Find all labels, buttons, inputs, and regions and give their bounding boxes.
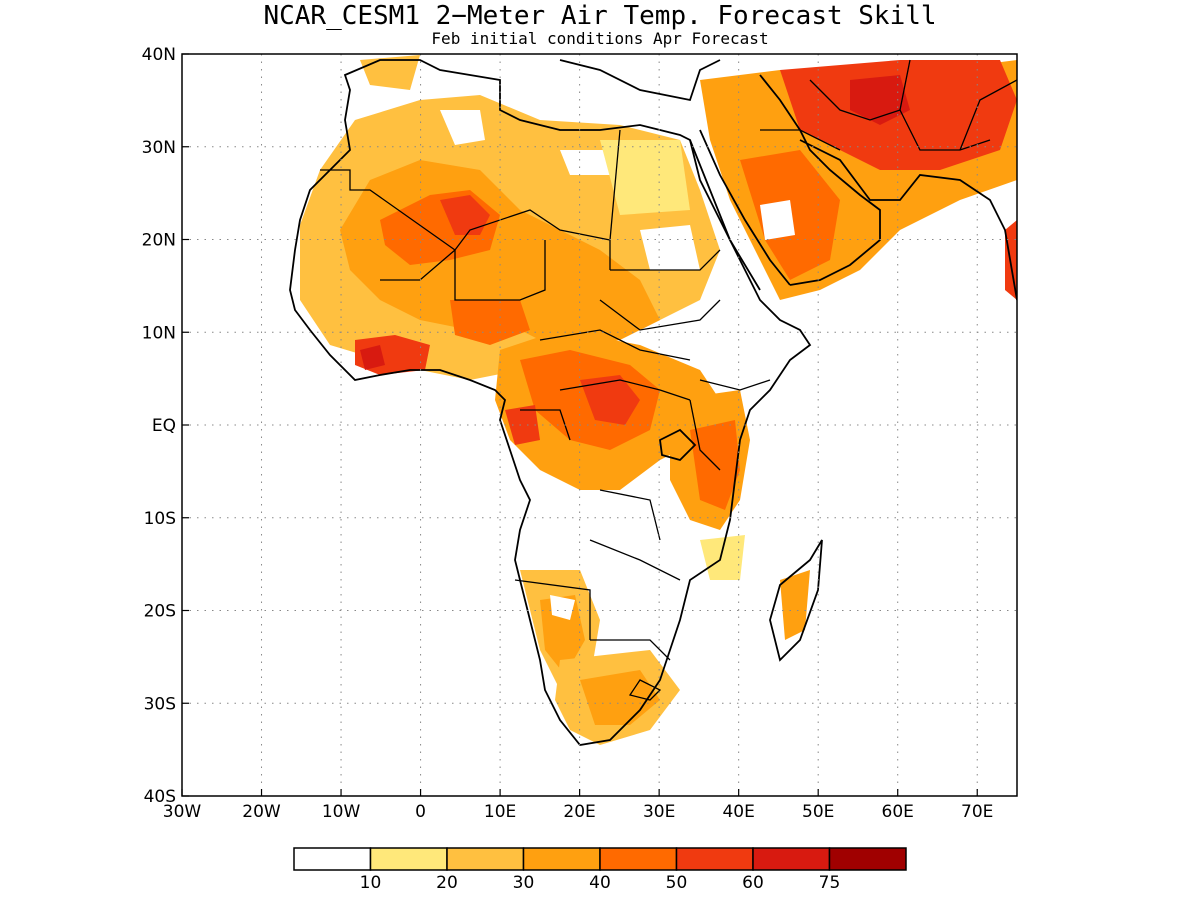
colorbar-swatch bbox=[675, 847, 754, 871]
y-tick-label: 30N bbox=[142, 138, 176, 158]
y-tick-label: EQ bbox=[152, 416, 176, 436]
region-mozambique-20 bbox=[700, 535, 745, 580]
region-sahara-60 bbox=[440, 195, 490, 235]
x-tick-label: 70E bbox=[961, 802, 993, 822]
colorbar: 10 20 30 40 50 60 75 bbox=[293, 847, 907, 893]
region-arabia-white bbox=[760, 200, 795, 240]
x-tick-label: 10W bbox=[322, 802, 361, 822]
x-tick-label: 50E bbox=[802, 802, 834, 822]
colorbar-label: 75 bbox=[819, 873, 841, 893]
colorbar-label: 20 bbox=[436, 873, 458, 893]
y-tick-label: 10S bbox=[144, 509, 176, 529]
colorbar-swatch bbox=[522, 847, 601, 871]
colorbar-swatch bbox=[446, 847, 525, 871]
region-south-white bbox=[550, 595, 575, 620]
map-title: NCAR_CESM1 2−Meter Air Temp. Forecast Sk… bbox=[263, 1, 936, 31]
x-tick-label: 30E bbox=[643, 802, 675, 822]
colorbar-label: 50 bbox=[666, 873, 688, 893]
colorbar-label: 60 bbox=[742, 873, 764, 893]
coastlines bbox=[289, 59, 1017, 746]
map-subtitle: Feb initial conditions Apr Forecast bbox=[431, 29, 768, 48]
colorbar-swatch bbox=[828, 847, 907, 871]
y-tick-label: 20N bbox=[142, 231, 176, 251]
colorbar-swatch bbox=[599, 847, 678, 871]
colorbar-swatch bbox=[293, 847, 372, 871]
region-guinea-75 bbox=[360, 345, 385, 370]
y-axis: 40N 30N 20N 10N EQ 10S 20S 30S 40S bbox=[142, 45, 189, 807]
colorbar-label: 10 bbox=[360, 873, 382, 893]
region-sudan-white bbox=[640, 225, 700, 270]
x-axis: 30W 20W 10W 0 10E 20E 30E 40E 50E 60E 70E bbox=[163, 789, 993, 822]
region-north-white1 bbox=[440, 110, 485, 145]
region-madagascar-40 bbox=[780, 570, 810, 640]
x-tick-label: 10E bbox=[484, 802, 516, 822]
x-tick-label: 40E bbox=[722, 802, 754, 822]
region-horn-white bbox=[700, 320, 800, 380]
red-sea bbox=[689, 129, 791, 291]
y-tick-label: 30S bbox=[144, 694, 176, 714]
region-maghreb-30 bbox=[360, 55, 420, 90]
y-tick-label: 20S bbox=[144, 602, 176, 622]
x-tick-label: 20E bbox=[563, 802, 595, 822]
colorbar-swatch bbox=[752, 847, 831, 871]
colorbar-label: 30 bbox=[513, 873, 535, 893]
madagascar bbox=[769, 539, 823, 662]
mediterranean-north bbox=[559, 59, 721, 102]
region-central-60 bbox=[580, 375, 640, 425]
y-tick-label: 10N bbox=[142, 323, 176, 343]
country-borders bbox=[320, 59, 1017, 701]
persian-gulf bbox=[799, 139, 1017, 301]
x-tick-label: 20W bbox=[242, 802, 281, 822]
lake-victoria bbox=[659, 428, 697, 462]
colorbar-swatch bbox=[369, 847, 448, 871]
colorbar-label: 40 bbox=[589, 873, 611, 893]
x-tick-label: 60E bbox=[882, 802, 914, 822]
region-iran-75 bbox=[850, 75, 910, 125]
x-tick-label: 30W bbox=[163, 802, 202, 822]
region-egypt-20 bbox=[600, 140, 690, 215]
x-tick-label: 0 bbox=[415, 802, 426, 822]
y-tick-label: 40N bbox=[142, 45, 176, 65]
region-gabon-60 bbox=[505, 405, 540, 445]
africa-coastline bbox=[289, 59, 812, 746]
arabia-coast bbox=[759, 74, 881, 286]
skill-shading bbox=[300, 55, 1017, 745]
y-tick-label: 40S bbox=[144, 787, 176, 807]
region-south-40 bbox=[540, 595, 585, 675]
region-nigeria-50 bbox=[450, 300, 530, 345]
